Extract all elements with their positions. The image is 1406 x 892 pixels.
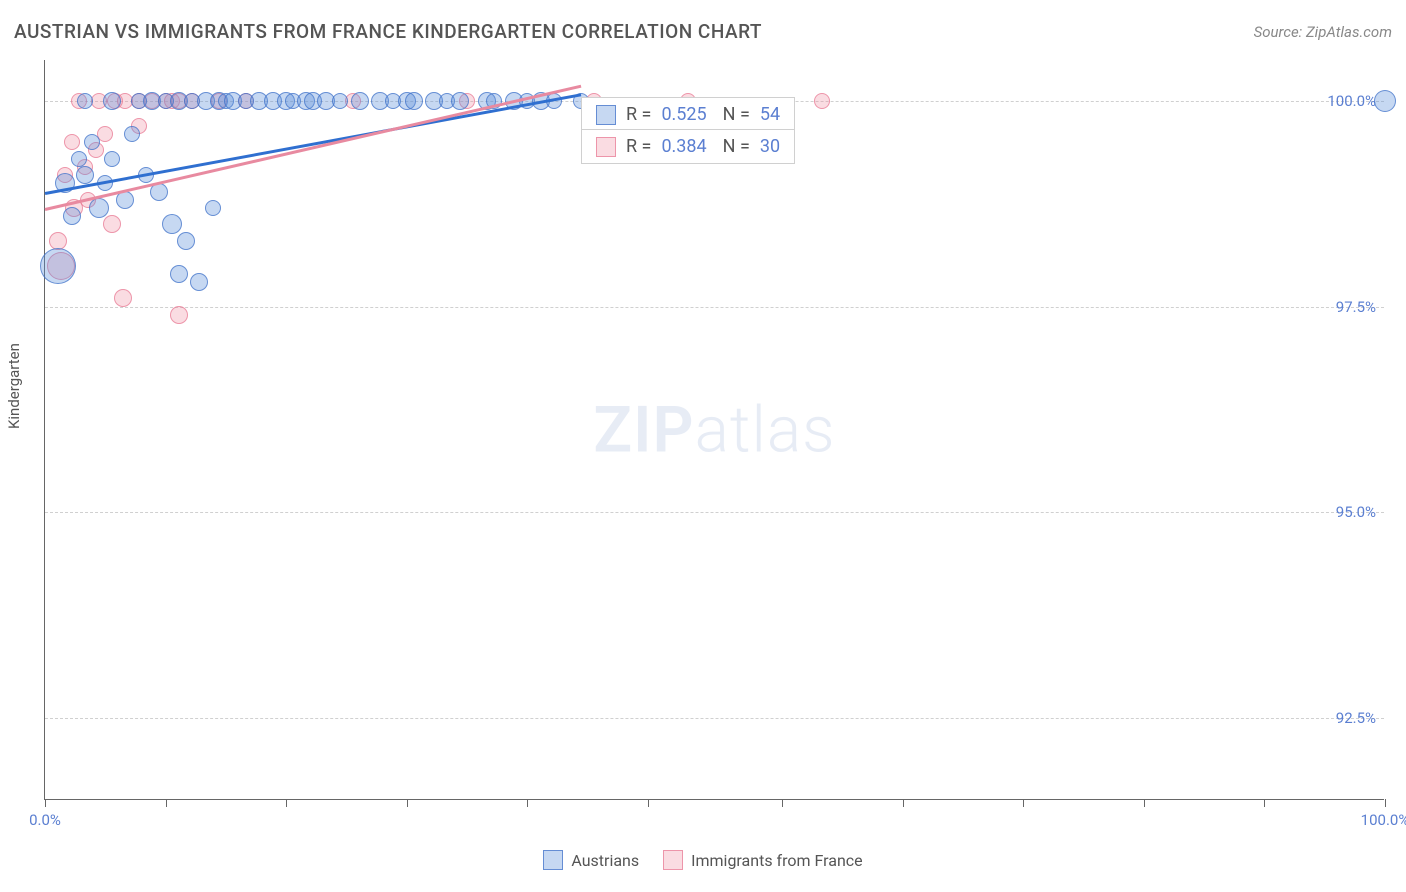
legend-swatch-pink: [663, 850, 683, 870]
data-point: [190, 273, 208, 291]
data-point: [104, 151, 120, 167]
y-tick-label: 97.5%: [1336, 298, 1376, 316]
stats-r-label: R =: [626, 104, 651, 125]
legend-label: Immigrants from France: [691, 851, 863, 870]
y-tick-label: 100.0%: [1327, 92, 1376, 110]
data-point: [103, 92, 121, 110]
x-tick: [286, 799, 287, 807]
legend-label: Austrians: [571, 851, 639, 870]
data-point: [332, 93, 348, 109]
watermark: ZIPatlas: [593, 392, 835, 467]
data-point: [124, 126, 140, 142]
data-point: [89, 198, 109, 218]
stats-r-value: 0.525: [661, 104, 706, 125]
data-point: [170, 265, 188, 283]
x-tick: [407, 799, 408, 807]
data-point: [162, 214, 182, 234]
data-point: [40, 248, 76, 284]
x-tick: [527, 799, 528, 807]
y-tick-label: 92.5%: [1336, 709, 1376, 727]
x-tick: [1144, 799, 1145, 807]
chart-header: AUSTRIAN VS IMMIGRANTS FROM FRANCE KINDE…: [14, 20, 1392, 43]
gridline: [45, 307, 1384, 308]
data-point: [71, 151, 87, 167]
y-tick-label: 95.0%: [1336, 503, 1376, 521]
data-point: [114, 289, 132, 307]
stats-box: R = 0.384 N = 30: [581, 129, 795, 164]
x-tick: [903, 799, 904, 807]
stats-n-value: 54: [760, 104, 780, 125]
source-attribution: Source: ZipAtlas.com: [1254, 23, 1392, 41]
data-point: [177, 232, 195, 250]
x-tick: [166, 799, 167, 807]
legend-item-austrians: Austrians: [543, 850, 639, 870]
stats-swatch: [596, 137, 616, 157]
gridline: [45, 718, 1384, 719]
data-point: [451, 92, 469, 110]
data-point: [63, 207, 81, 225]
x-tick: [782, 799, 783, 807]
data-point: [77, 93, 93, 109]
watermark-atlas: atlas: [695, 392, 836, 467]
stats-n-value: 30: [760, 136, 780, 157]
chart-title: AUSTRIAN VS IMMIGRANTS FROM FRANCE KINDE…: [14, 20, 762, 43]
stats-swatch: [596, 105, 616, 125]
data-point: [405, 92, 423, 110]
watermark-zip: ZIP: [593, 392, 694, 467]
legend-swatch-blue: [543, 850, 563, 870]
x-tick: [45, 799, 46, 807]
x-tick: [648, 799, 649, 807]
data-point: [84, 134, 100, 150]
data-point: [205, 200, 221, 216]
data-point: [64, 134, 80, 150]
data-point: [814, 93, 830, 109]
gridline: [45, 512, 1384, 513]
y-axis-label: Kindergarten: [5, 343, 23, 429]
data-point: [351, 92, 369, 110]
data-point: [170, 306, 188, 324]
scatter-chart: ZIPatlas 92.5%95.0%97.5%100.0%0.0%100.0%…: [44, 60, 1384, 800]
x-tick-label: 0.0%: [29, 811, 61, 829]
stats-n-label: N =: [723, 104, 750, 125]
x-tick: [1023, 799, 1024, 807]
x-tick: [1385, 799, 1386, 807]
legend-item-france: Immigrants from France: [663, 850, 863, 870]
stats-r-label: R =: [626, 136, 651, 157]
data-point: [103, 215, 121, 233]
x-tick-label: 100.0%: [1361, 811, 1406, 829]
chart-legend: Austrians Immigrants from France: [0, 850, 1406, 870]
stats-r-value: 0.384: [661, 136, 706, 157]
data-point: [76, 166, 94, 184]
x-tick: [1264, 799, 1265, 807]
stats-n-label: N =: [723, 136, 750, 157]
data-point: [1374, 90, 1396, 112]
stats-box: R = 0.525 N = 54: [581, 97, 795, 132]
